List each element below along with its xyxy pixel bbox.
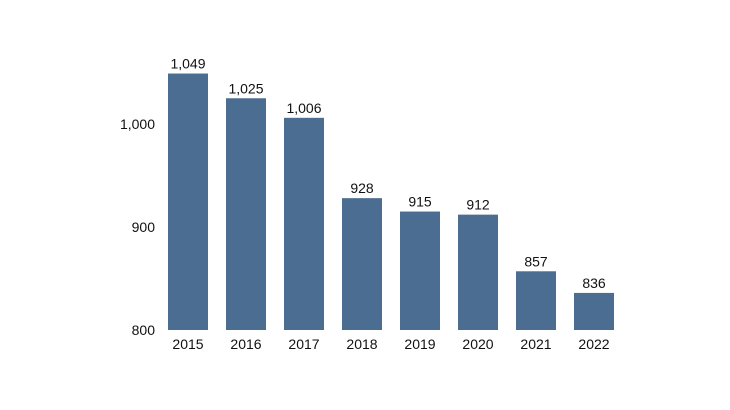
bar [574, 292, 614, 330]
x-tick-label: 2017 [288, 336, 319, 352]
x-tick-label: 2020 [462, 336, 493, 352]
bar [168, 73, 208, 330]
x-tick-label: 2022 [578, 336, 609, 352]
bar-value-label: 915 [408, 194, 432, 210]
bar [226, 98, 266, 330]
bar-value-label: 857 [524, 253, 548, 269]
x-tick-label: 2018 [346, 336, 377, 352]
bar-value-labels: 1,049 1,025 1,006 928 915 912 857 836 [170, 56, 605, 291]
x-tick-label: 2016 [230, 336, 261, 352]
x-tick-label: 2015 [172, 336, 203, 352]
bar-value-label: 912 [466, 197, 490, 213]
x-axis: 2015 2016 2017 2018 2019 2020 2021 2022 [172, 336, 609, 352]
bar-value-label: 836 [582, 275, 606, 291]
bar [400, 211, 440, 330]
y-tick-label: 1,000 [120, 116, 155, 132]
bar-value-label: 928 [350, 180, 374, 196]
bar-value-label: 1,006 [286, 100, 321, 116]
bar [458, 214, 498, 330]
x-tick-label: 2021 [520, 336, 551, 352]
bar-value-label: 1,049 [170, 56, 205, 72]
y-tick-label: 900 [132, 219, 156, 235]
y-tick-label: 800 [132, 322, 156, 338]
bar [284, 117, 324, 330]
bar [342, 198, 382, 330]
x-tick-label: 2019 [404, 336, 435, 352]
bars [168, 73, 614, 330]
bar-value-label: 1,025 [228, 80, 263, 96]
y-axis: 800 900 1,000 [120, 116, 155, 338]
bar [516, 271, 556, 330]
